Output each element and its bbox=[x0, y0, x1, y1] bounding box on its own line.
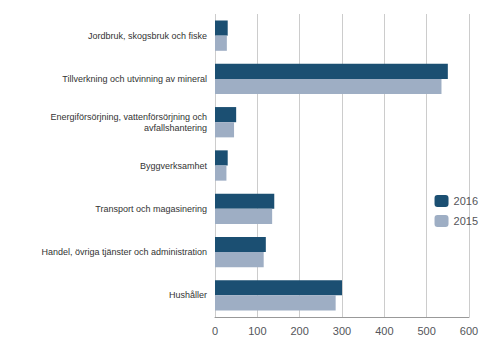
svg-text:avfallshantering: avfallshantering bbox=[144, 123, 207, 133]
svg-text:600: 600 bbox=[460, 325, 478, 337]
svg-text:Byggverksamhet: Byggverksamhet bbox=[140, 161, 208, 171]
svg-text:2016: 2016 bbox=[454, 195, 478, 207]
svg-text:300: 300 bbox=[333, 325, 351, 337]
svg-text:Energiförsörjning, vattenförsö: Energiförsörjning, vattenförsörjning och bbox=[50, 112, 207, 122]
svg-text:Jordbruk, skogsbruk och fiske: Jordbruk, skogsbruk och fiske bbox=[88, 31, 207, 41]
svg-text:0: 0 bbox=[212, 325, 218, 337]
svg-text:Transport och magasinering: Transport och magasinering bbox=[95, 204, 207, 214]
svg-text:400: 400 bbox=[375, 325, 393, 337]
svg-text:500: 500 bbox=[417, 325, 435, 337]
svg-text:Hushåller: Hushåller bbox=[169, 290, 207, 300]
svg-text:2015: 2015 bbox=[454, 215, 478, 227]
svg-text:Tillverkning och utvinning av: Tillverkning och utvinning av mineral bbox=[62, 74, 207, 84]
svg-text:100: 100 bbox=[248, 325, 266, 337]
svg-text:200: 200 bbox=[290, 325, 308, 337]
svg-text:Handel, övriga tjänster och ad: Handel, övriga tjänster och administrati… bbox=[41, 247, 207, 257]
